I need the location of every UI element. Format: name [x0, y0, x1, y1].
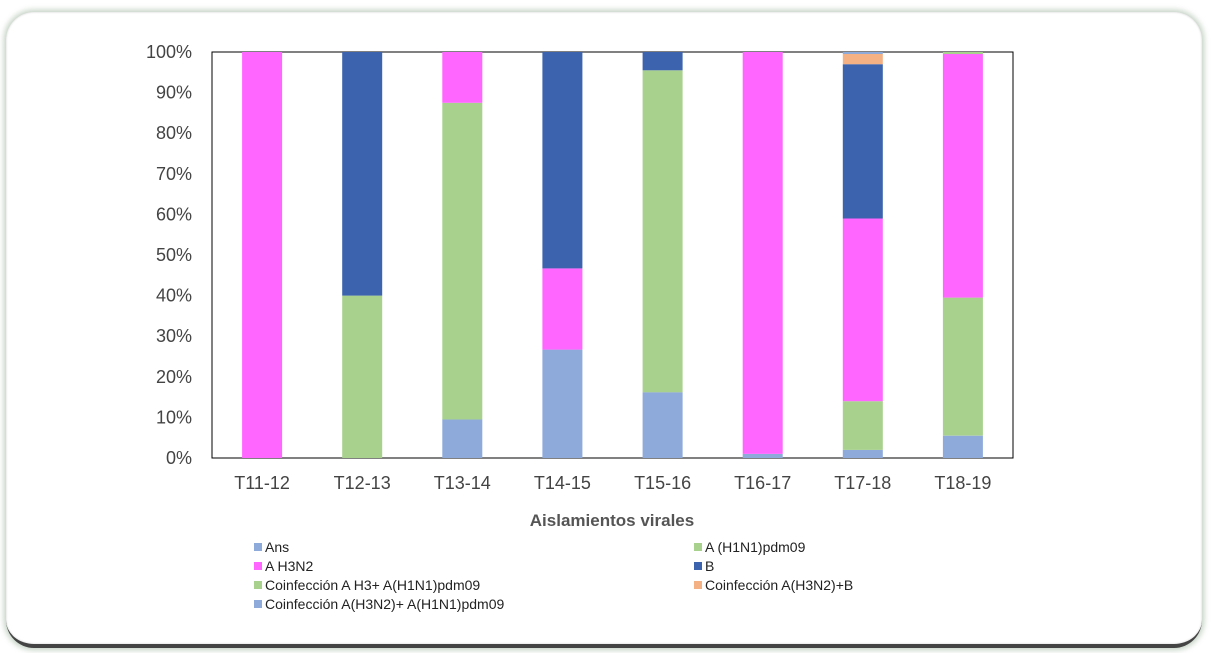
- legend-swatch: [694, 543, 702, 551]
- y-tick-label: 0%: [166, 448, 192, 468]
- bar-segment: [842, 218, 883, 402]
- x-tick-label: T11-12: [234, 473, 290, 493]
- plot-area-border: [211, 51, 1014, 459]
- x-axis-ticks: T11-12 T12-13 T13-14 T14-15 T15-16 T16-17 T17-…: [234, 473, 991, 493]
- x-tick-label: T16-17: [734, 473, 791, 493]
- legend-label: B: [705, 558, 714, 574]
- legend-label: Ans: [265, 539, 289, 555]
- y-tick-label: 90%: [156, 83, 192, 103]
- y-tick-label: 50%: [156, 245, 192, 265]
- bars-group: [242, 52, 983, 458]
- legend-swatch: [254, 543, 262, 551]
- legend-label: Coinfección A(H3N2)+B: [705, 577, 853, 593]
- bar-segment: [342, 295, 383, 458]
- y-tick-label: 20%: [156, 367, 192, 387]
- x-tick-label: T15-16: [634, 473, 691, 493]
- bar-segment: [942, 52, 983, 54]
- bar-segment: [642, 70, 683, 393]
- bar-segment: [742, 453, 783, 458]
- bar-segment: [642, 392, 683, 458]
- bar-segment: [542, 349, 583, 458]
- bar-segment: [642, 52, 683, 71]
- bar-segment: [442, 419, 483, 458]
- x-tick-label: T12-13: [334, 473, 391, 493]
- bar-segment: [842, 449, 883, 458]
- bar-segment: [442, 102, 483, 420]
- legend-swatch: [254, 581, 262, 589]
- bar-segment: [842, 401, 883, 450]
- legend-swatch: [694, 562, 702, 570]
- x-tick-label: T14-15: [534, 473, 591, 493]
- y-tick-label: 10%: [156, 407, 192, 427]
- x-tick-label: T17-18: [834, 473, 891, 493]
- legend: Ans A (H1N1)pdm09 A H3N2 B Coinfección A H3+…: [254, 539, 853, 612]
- bar-segment: [542, 268, 583, 350]
- bar-segment: [942, 297, 983, 436]
- chart-frame: [6, 12, 1202, 648]
- legend-swatch: [694, 581, 702, 589]
- y-tick-label: 60%: [156, 204, 192, 224]
- y-tick-label: 70%: [156, 164, 192, 184]
- legend-label: Coinfección A(H3N2)+ A(H1N1)pdm09: [265, 596, 504, 612]
- x-tick-label: T18-19: [934, 473, 991, 493]
- y-axis-ticks: 0% 10% 20% 30% 40% 50% 60% 70% 80% 90% 100%: [146, 42, 192, 468]
- y-tick-label: 40%: [156, 286, 192, 306]
- legend-swatch: [254, 562, 262, 570]
- bar-segment: [742, 52, 783, 454]
- legend-swatch: [254, 600, 262, 608]
- bar-segment: [542, 52, 583, 269]
- y-tick-label: 30%: [156, 326, 192, 346]
- legend-label: A H3N2: [265, 558, 313, 574]
- bar-segment: [442, 52, 483, 103]
- x-axis-label: Aislamientos virales: [530, 511, 694, 530]
- bar-segment: [842, 54, 883, 65]
- bar-segment: [842, 64, 883, 219]
- bar-segment: [242, 52, 283, 458]
- legend-label: A (H1N1)pdm09: [705, 539, 806, 555]
- y-tick-label: 80%: [156, 123, 192, 143]
- bar-segment: [942, 54, 983, 298]
- bar-segment: [842, 52, 883, 54]
- bar-segment: [942, 435, 983, 458]
- y-tick-label: 100%: [146, 42, 192, 62]
- x-tick-label: T13-14: [434, 473, 491, 493]
- bar-segment: [342, 52, 383, 296]
- legend-label: Coinfección A H3+ A(H1N1)pdm09: [265, 577, 480, 593]
